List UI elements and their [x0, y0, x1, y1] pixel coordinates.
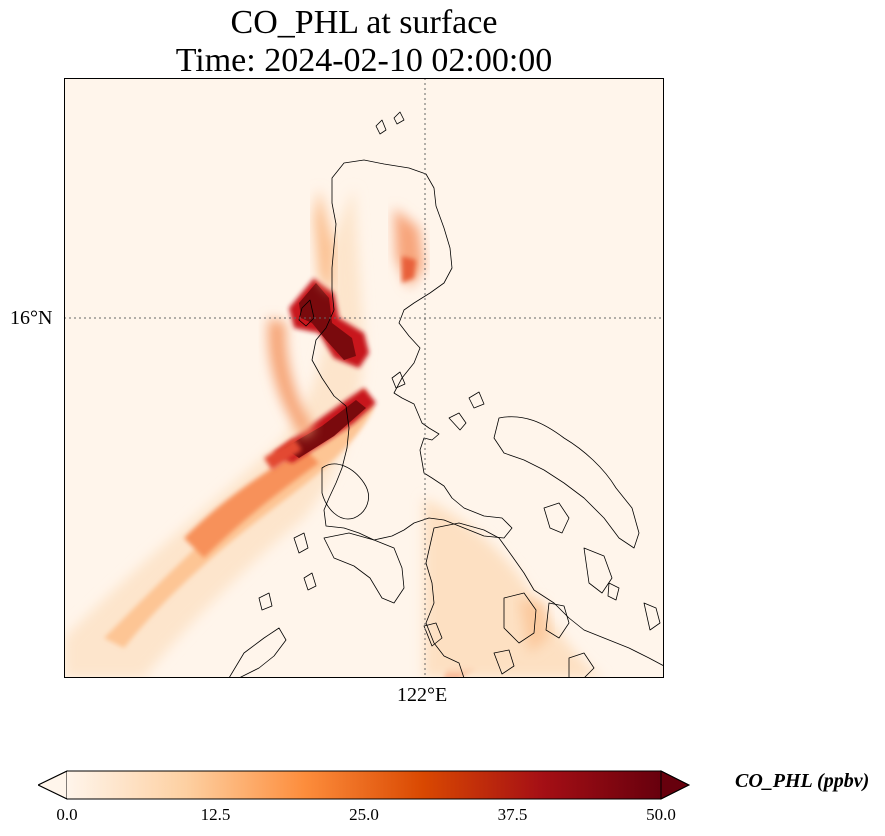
coastlines: [228, 111, 664, 678]
colorbar-tick-label: 50.0: [646, 805, 676, 824]
colorbar-min-extend: [38, 770, 68, 800]
colorbar-tick-label: 37.5: [497, 805, 528, 824]
map-title: CO_PHL at surface: [230, 4, 498, 41]
colorbar: [38, 770, 690, 800]
colorbar-max-extend: [660, 770, 690, 800]
lat-tick-label: 16°N: [10, 307, 53, 329]
map-panel: [64, 78, 664, 678]
map-frame-border: [64, 78, 664, 678]
colorbar-tick-label: 25.0: [349, 805, 379, 824]
colorbar-tick-label: 0.0: [56, 805, 78, 824]
colorbar-tick-label: 12.5: [200, 805, 231, 824]
colorbar-label: CO_PHL (ppbv): [735, 770, 870, 792]
lon-tick-label: 122°E: [397, 684, 448, 706]
colorbar-gradient: [67, 771, 661, 799]
concentration-field: [64, 188, 604, 678]
map-subtitle-time: Time: 2024-02-10 02:00:00: [175, 42, 553, 79]
